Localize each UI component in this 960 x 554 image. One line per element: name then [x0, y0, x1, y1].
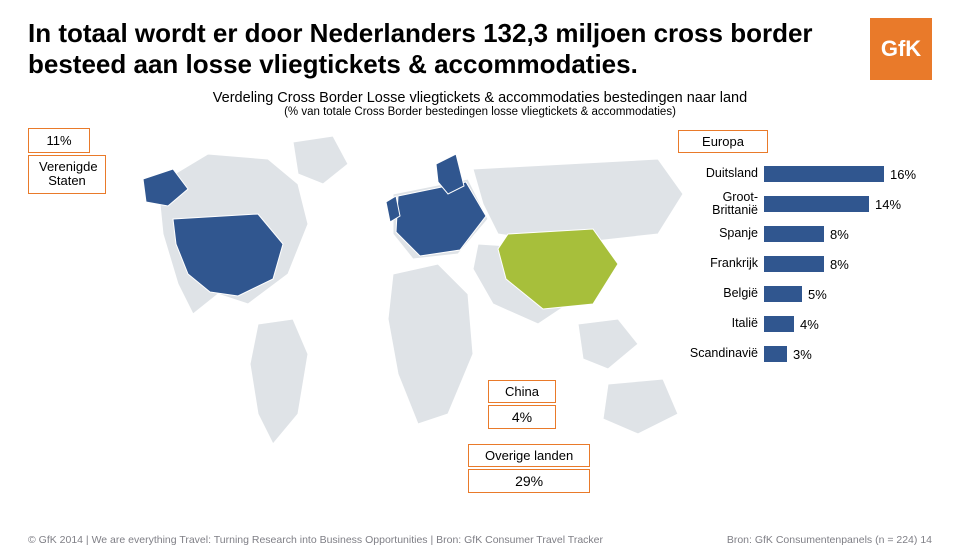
- callout-other-label: Overige landen: [468, 444, 590, 467]
- world-map: [138, 124, 698, 464]
- bar-fill: [764, 346, 787, 362]
- callout-china-label: China: [488, 380, 556, 403]
- bar-fill: [764, 256, 824, 272]
- bar-label: Scandinavië: [676, 347, 764, 360]
- bar-row: Spanje 8%: [676, 219, 926, 249]
- callout-china-percent: 4%: [488, 405, 556, 429]
- bar-value: 14%: [871, 194, 901, 214]
- bar-value: 4%: [796, 314, 819, 334]
- bar-fill: [764, 196, 869, 212]
- bar-fill: [764, 226, 824, 242]
- bar-track: 16%: [764, 164, 926, 184]
- bar-track: 3%: [764, 344, 926, 364]
- bar-track: 8%: [764, 254, 926, 274]
- bar-label: België: [676, 287, 764, 300]
- bar-value: 8%: [826, 254, 849, 274]
- bar-fill: [764, 166, 884, 182]
- bar-row: België 5%: [676, 279, 926, 309]
- bar-fill: [764, 316, 794, 332]
- chart-subtitle: Verdeling Cross Border Losse vliegticket…: [28, 90, 932, 106]
- callout-us-label2: Staten: [48, 173, 86, 188]
- bar-track: 4%: [764, 314, 926, 334]
- chart-area: 11% Verenigde Staten: [28, 124, 932, 484]
- page-footer: © GfK 2014 | We are everything Travel: T…: [0, 534, 960, 546]
- bar-row: Italië 4%: [676, 309, 926, 339]
- callout-us: 11% Verenigde Staten: [28, 128, 106, 194]
- bar-track: 8%: [764, 224, 926, 244]
- bar-value: 5%: [804, 284, 827, 304]
- bar-label: Groot-Brittanië: [676, 191, 764, 217]
- bar-label: Duitsland: [676, 167, 764, 180]
- footer-left: © GfK 2014 | We are everything Travel: T…: [28, 534, 603, 546]
- bar-label: Italië: [676, 317, 764, 330]
- callout-us-percent: 11%: [28, 128, 90, 153]
- page-title: In totaal wordt er door Nederlanders 132…: [28, 18, 870, 79]
- callout-other-percent: 29%: [468, 469, 590, 493]
- bar-value: 8%: [826, 224, 849, 244]
- bar-label: Spanje: [676, 227, 764, 240]
- callout-other: Overige landen 29%: [468, 444, 590, 493]
- bar-value: 3%: [789, 344, 812, 364]
- bar-track: 5%: [764, 284, 926, 304]
- bar-row: Duitsland 16%: [676, 159, 926, 189]
- bar-chart-header: Europa: [678, 130, 768, 153]
- bar-track: 14%: [764, 194, 926, 214]
- chart-subnote: (% van totale Cross Border bestedingen l…: [28, 106, 932, 118]
- bar-row: Groot-Brittanië 14%: [676, 189, 926, 219]
- bar-fill: [764, 286, 802, 302]
- europe-bar-chart: Europa Duitsland 16% Groot-Brittanië 14% Spa…: [676, 130, 926, 369]
- bar-row: Frankrijk 8%: [676, 249, 926, 279]
- bar-value: 16%: [886, 164, 916, 184]
- callout-china: China 4%: [488, 380, 556, 429]
- gfk-logo: GfK: [870, 18, 932, 80]
- callout-us-label1: Verenigde: [39, 159, 98, 174]
- bar-label: Frankrijk: [676, 257, 764, 270]
- bar-row: Scandinavië 3%: [676, 339, 926, 369]
- footer-right: Bron: GfK Consumentenpanels (n = 224) 14: [727, 534, 932, 546]
